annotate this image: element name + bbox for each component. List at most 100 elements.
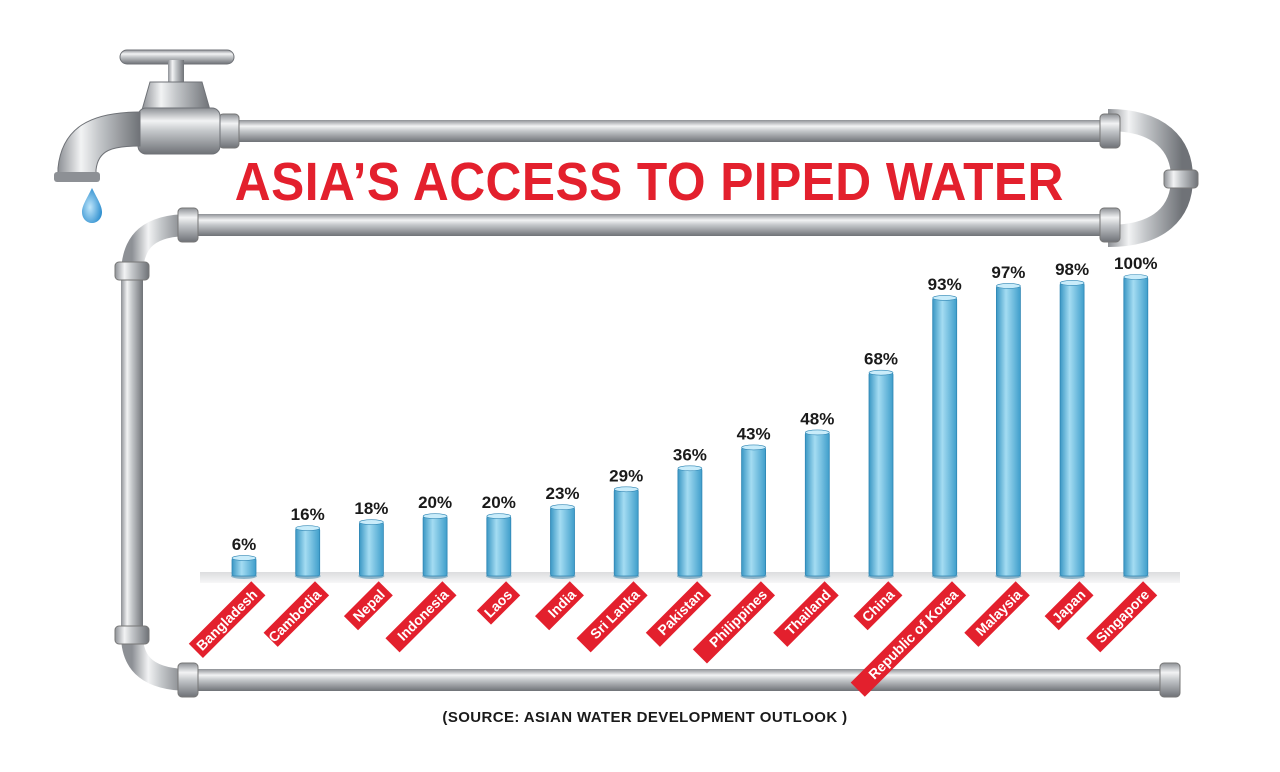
category-tag xyxy=(1086,581,1158,653)
bar-laos xyxy=(486,515,512,577)
pipe-collar xyxy=(114,261,150,281)
left-pipe xyxy=(121,270,143,640)
category-label: Indonesia xyxy=(385,581,457,653)
category-text: Cambodia xyxy=(265,586,324,645)
value-label: 98% xyxy=(1055,260,1089,279)
category-tag xyxy=(343,581,393,631)
category-label: China xyxy=(853,581,903,631)
top-pipe xyxy=(230,120,1108,142)
value-label: 100% xyxy=(1114,254,1157,273)
category-tag xyxy=(576,581,648,653)
bar-republic-of-korea xyxy=(932,297,958,577)
category-text: Bangladesh xyxy=(193,586,260,653)
bar-pakistan xyxy=(677,467,703,577)
bar-sri-lanka xyxy=(613,488,639,577)
bar-indonesia xyxy=(422,515,448,577)
category-label: Bangladesh xyxy=(188,581,266,658)
value-label: 43% xyxy=(737,424,771,443)
middle-pipe xyxy=(185,214,1110,236)
bar-cap xyxy=(741,444,766,451)
pipe-collar xyxy=(1159,662,1181,698)
bar-cap xyxy=(1059,280,1085,286)
bar-cap xyxy=(1123,274,1149,280)
bar-cap xyxy=(359,519,384,525)
category-text: Sri Lanka xyxy=(587,586,643,642)
pipe-collar xyxy=(177,207,199,243)
category-label: Japan xyxy=(1044,581,1094,631)
bar-cap xyxy=(550,504,575,511)
bottom-pipe xyxy=(185,669,1175,691)
bar-india xyxy=(550,506,575,577)
bar-japan xyxy=(1059,282,1085,577)
category-tag xyxy=(1044,581,1094,631)
category-tag xyxy=(188,581,266,658)
value-label: 16% xyxy=(291,505,325,524)
faucet-icon xyxy=(54,49,235,182)
category-text: Thailand xyxy=(782,586,834,638)
chart-title: ASIA’S ACCESS TO PIPED WATER xyxy=(234,152,1064,212)
category-label: Pakistan xyxy=(645,581,712,647)
pipe-collar xyxy=(1163,169,1199,189)
bar-malaysia xyxy=(996,285,1021,577)
bar-cap xyxy=(868,369,894,376)
category-tag xyxy=(645,581,712,647)
value-label: 97% xyxy=(991,263,1025,282)
bar-cap xyxy=(486,513,512,520)
value-label: 6% xyxy=(232,535,257,554)
pipe-collar xyxy=(1099,207,1121,243)
value-label: 20% xyxy=(482,493,516,512)
category-tag xyxy=(850,581,967,697)
value-label: 93% xyxy=(928,275,962,294)
bar-chart: 6% Bangladesh 16% Cambodia 18% Nepal 20% Indone… xyxy=(188,254,1158,697)
value-label: 48% xyxy=(800,409,834,428)
category-label: Singapore xyxy=(1086,581,1158,653)
category-text: Malaysia xyxy=(972,586,1025,639)
category-tag xyxy=(535,581,584,631)
bar-philippines xyxy=(741,447,766,577)
category-label: Malaysia xyxy=(964,581,1030,647)
category-text: Indonesia xyxy=(394,586,452,644)
category-tag xyxy=(263,581,330,647)
bar-nepal xyxy=(358,521,384,577)
bar-cambodia xyxy=(295,527,321,577)
pipe-collar xyxy=(1099,113,1121,149)
bar-cap xyxy=(295,525,321,531)
bar-cap xyxy=(422,513,448,520)
category-tag xyxy=(773,581,839,647)
value-label: 20% xyxy=(418,493,452,512)
bar-thailand xyxy=(804,432,830,577)
category-label: Thailand xyxy=(773,581,839,647)
category-text: Pakistan xyxy=(654,586,706,638)
category-tag xyxy=(964,581,1030,647)
pipe-collar xyxy=(218,113,240,149)
value-label: 23% xyxy=(545,484,579,503)
bar-cap xyxy=(613,486,639,493)
value-label: 68% xyxy=(864,350,898,369)
bar-cap xyxy=(996,283,1021,289)
bar-cap xyxy=(677,465,703,472)
pipe-collar xyxy=(177,662,199,698)
value-label: 36% xyxy=(673,445,707,464)
value-label: 18% xyxy=(354,499,388,518)
category-tag xyxy=(692,581,776,664)
category-tag xyxy=(476,581,521,625)
category-text: Philippines xyxy=(706,586,770,650)
bar-cap xyxy=(804,429,830,436)
pipe-collar xyxy=(114,625,150,645)
category-tag xyxy=(853,581,903,631)
bar-cap xyxy=(932,295,958,301)
category-label: Laos xyxy=(476,581,521,625)
category-label: India xyxy=(535,581,584,631)
bar-china xyxy=(868,372,894,577)
category-label: Cambodia xyxy=(263,581,330,647)
value-label: 29% xyxy=(609,466,643,485)
category-label: Nepal xyxy=(343,581,393,631)
category-label: Sri Lanka xyxy=(576,581,648,653)
source-note: (SOURCE: ASIAN WATER DEVELOPMENT OUTLOOK… xyxy=(442,709,848,726)
water-drop-icon xyxy=(82,188,102,223)
bar-singapore xyxy=(1123,276,1149,577)
category-text: Singapore xyxy=(1093,586,1153,646)
category-tag xyxy=(385,581,457,653)
pipe-frame xyxy=(114,109,1199,698)
